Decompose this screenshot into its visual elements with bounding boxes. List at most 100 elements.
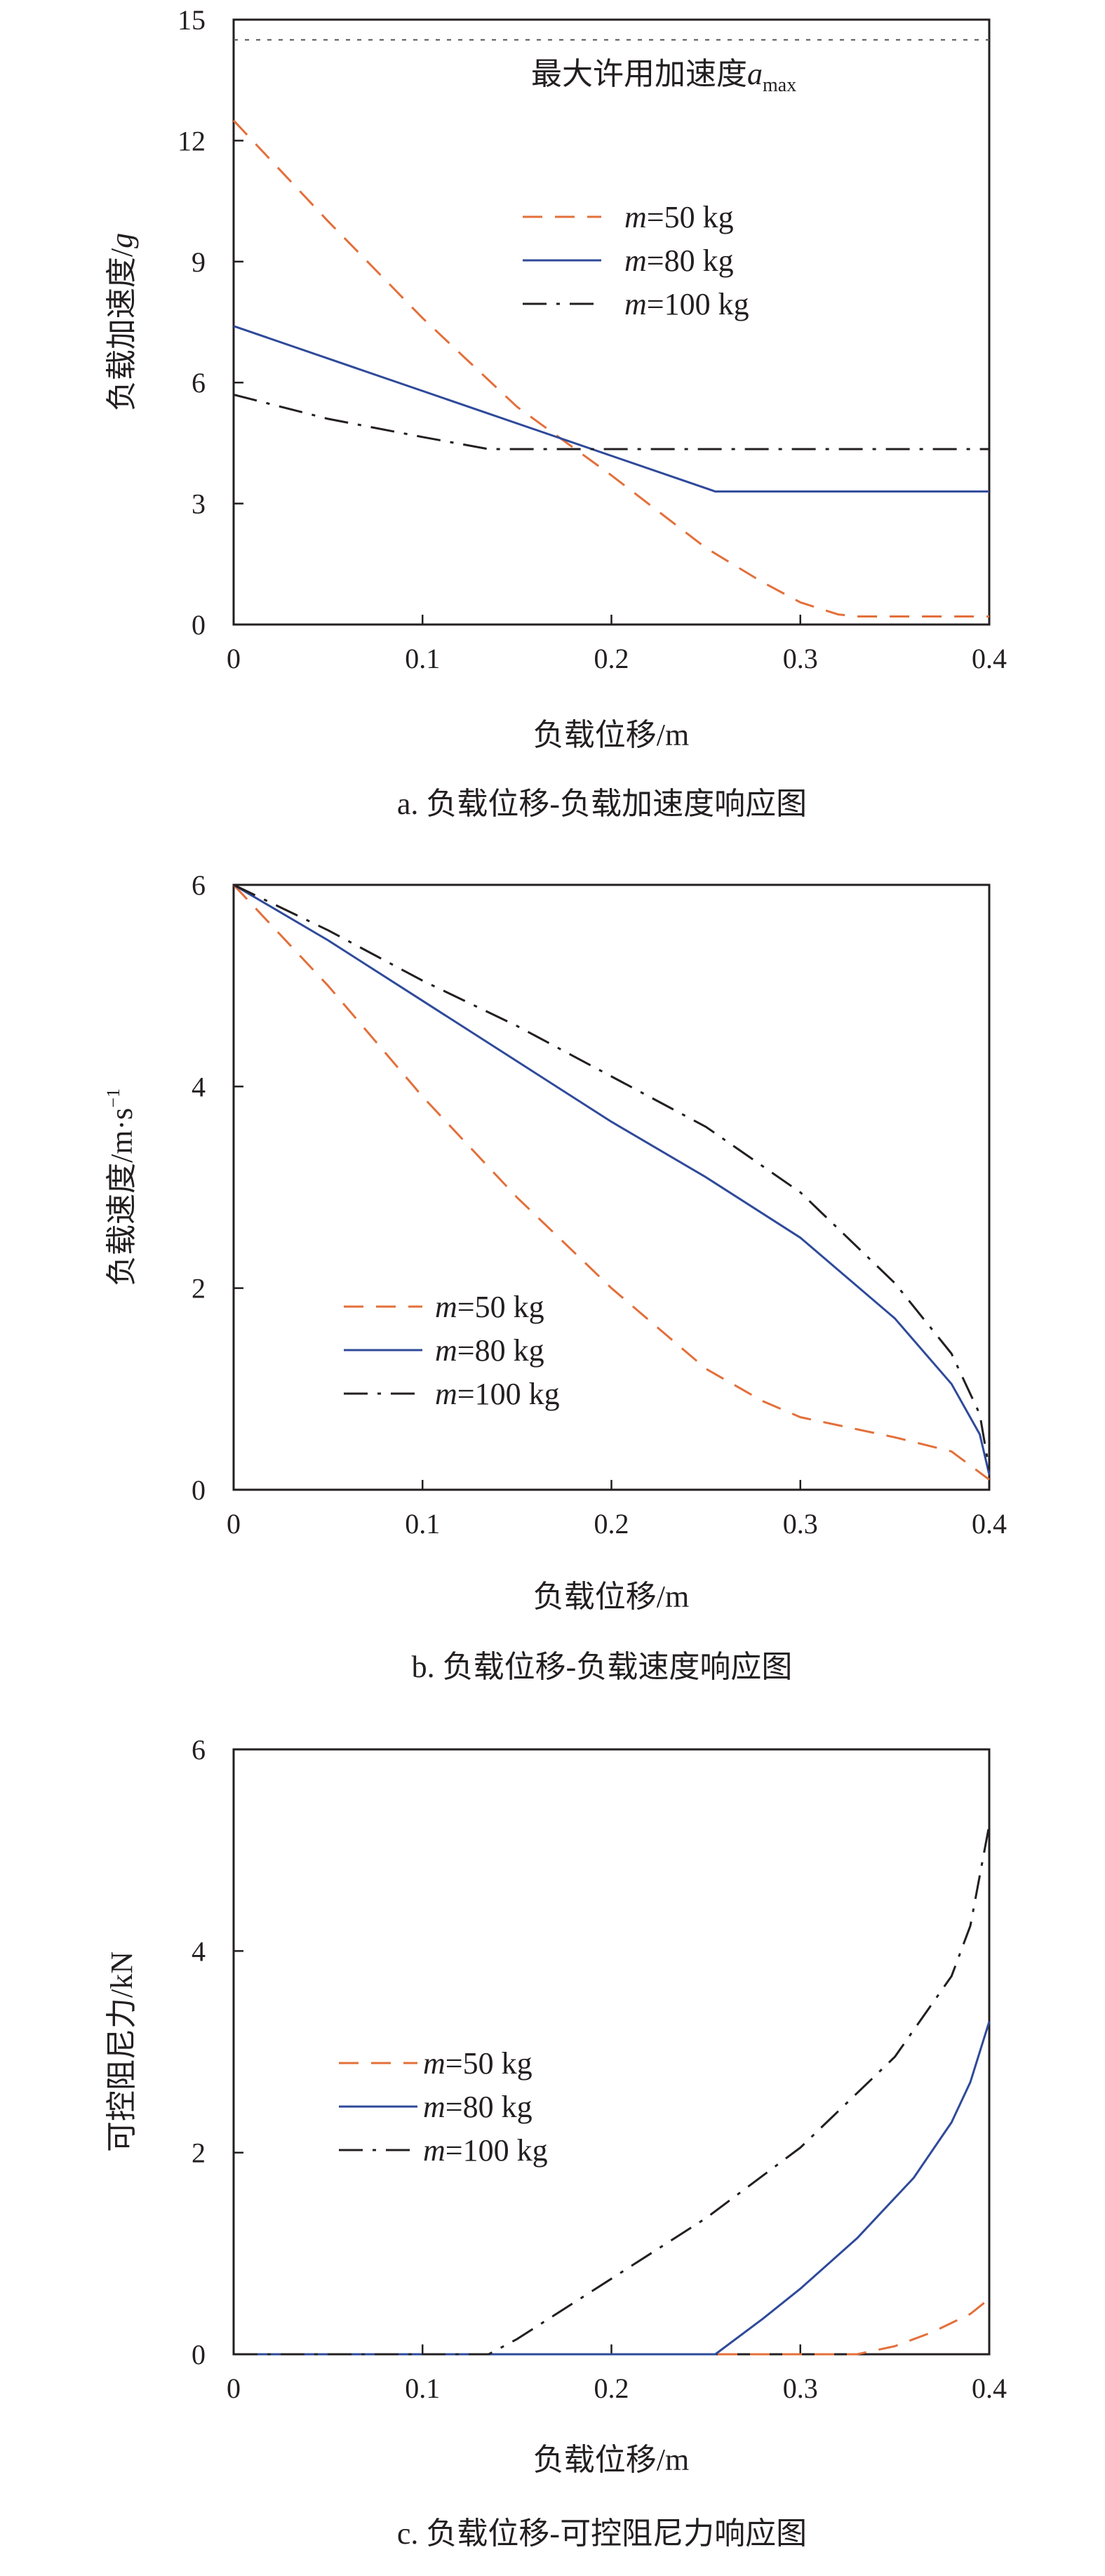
panel-b-legend-mass-value-1: =80 kg <box>457 1333 544 1368</box>
panel-b-ytick-label-2: 4 <box>192 1071 206 1102</box>
panel-a-series <box>232 119 989 618</box>
panel-b-series-line-2 <box>233 883 991 1470</box>
panel-c-legend-mass-symbol-2: m <box>423 2133 446 2168</box>
panel-c-legend: m=50 kgm=80 kgm=100 kg <box>339 2046 548 2168</box>
panel-a-xtick-label-0: 0 <box>227 643 241 674</box>
panel-c-legend-mass-value-0: =50 kg <box>446 2046 533 2081</box>
panel-b-plot-frame <box>232 883 991 1491</box>
panel-a-xlabel: 负载位移/m <box>533 718 689 752</box>
panel-c-series-line-0 <box>234 2297 990 2356</box>
panel-c-caption: c. 负载位移-可控阻尼力响应图 <box>397 2516 807 2551</box>
panel-b-legend-mass-symbol-1: m <box>435 1333 457 1368</box>
panel-a-amax-symbol: a <box>747 57 763 91</box>
panel-b-xtick-label-4: 0.4 <box>972 1508 1007 1540</box>
panel-a-ytick-label-1: 3 <box>192 488 206 520</box>
panel-b-legend-mass-symbol-2: m <box>435 1377 457 1411</box>
panel-b-legend-mass-value-0: =50 kg <box>457 1290 544 1324</box>
panel-b-caption: b. 负载位移-负载速度响应图 <box>412 1650 793 1684</box>
panel-a-annotation: 最大许用加速度amax <box>234 39 989 96</box>
panel-b-legend-mass-symbol-0: m <box>435 1290 457 1324</box>
panel-b-series-line-1 <box>233 883 991 1475</box>
panel-a-ytick-label-3: 9 <box>192 246 206 278</box>
panel-b-ytick-label-3: 6 <box>192 869 206 901</box>
panel-c-legend-mass-value-2: =100 kg <box>446 2133 548 2168</box>
panel-c-ytick-label-2: 4 <box>192 1935 206 1967</box>
panel-b-ylabel-sup: −1 <box>103 1088 123 1108</box>
panel-c-series-line-1 <box>234 2021 991 2356</box>
panel-a-series-line-0 <box>232 119 989 618</box>
panel-a-legend-mass-symbol-2: m <box>624 287 647 321</box>
panel-c-ylabel: 可控阻尼力/kN <box>105 1951 139 2152</box>
panel-c-legend-mass-symbol-1: m <box>423 2090 446 2124</box>
panel-c-xtick-label-3: 0.3 <box>783 2373 818 2404</box>
panel-c-xtick-label-1: 0.1 <box>405 2373 440 2404</box>
panel-a-ticks: 0 0.1 0.2 0.3 0.4 0 3 6 9 12 15 <box>178 4 1007 674</box>
panel-a-xtick-label-1: 0.1 <box>405 643 440 674</box>
panel-a-ylabel-main: 负载加速度/ <box>105 248 139 411</box>
panel-b-xtick-label-1: 0.1 <box>405 1508 440 1540</box>
panel-a-legend-label-2: m=100 kg <box>624 287 749 321</box>
panel-b-legend-label-2: m=100 kg <box>435 1377 560 1411</box>
panel-b-legend-mass-value-2: =100 kg <box>457 1377 560 1411</box>
panel-a-amax-label: 最大许用加速度amax <box>531 57 796 96</box>
panel-b-xlabel: 负载位移/m <box>533 1580 689 1614</box>
panel-b-xtick-label-2: 0.2 <box>594 1508 629 1540</box>
panel-c-series <box>234 1824 991 2356</box>
panel-c-legend-mass-symbol-0: m <box>423 2046 446 2081</box>
panel-a-legend-mass-symbol-0: m <box>624 200 647 234</box>
panel-a-legend-label-1: m=80 kg <box>624 243 734 278</box>
panel-a-caption: a. 负载位移-负载加速度响应图 <box>397 787 807 821</box>
panel-b-series-line-0 <box>232 883 990 1481</box>
panel-a-legend-mass-value-0: =50 kg <box>647 200 734 234</box>
panel-a-xtick-label-4: 0.4 <box>972 643 1007 674</box>
panel-c-ticks: 0 0.1 0.2 0.3 0.4 0 2 4 6 <box>192 1734 1007 2404</box>
panel-c-plot-frame <box>232 1748 991 2356</box>
panel-c-xtick-label-4: 0.4 <box>972 2373 1007 2404</box>
panel-c-legend-mass-value-1: =80 kg <box>446 2090 533 2124</box>
panel-a-legend: m=50 kgm=80 kgm=100 kg <box>523 200 749 321</box>
panel-a-series-line-2 <box>233 393 989 451</box>
panel-c-legend-label-0: m=50 kg <box>423 2046 533 2081</box>
panel-a-ylabel-unit: g <box>105 233 139 248</box>
panel-b-legend-label-0: m=50 kg <box>435 1290 544 1324</box>
panel-b-xtick-label-0: 0 <box>227 1508 241 1540</box>
panel-b-ylabel-main: 负载速度/m·s <box>105 1108 139 1286</box>
panel-a-amax-subscript: max <box>763 74 796 96</box>
panel-a-ytick-label-2: 6 <box>192 367 206 399</box>
panel-b-ytick-label-1: 2 <box>192 1273 206 1304</box>
panel-a-amax-text: 最大许用加速度 <box>531 57 747 91</box>
panel-c-xtick-label-0: 0 <box>227 2373 241 2404</box>
panel-a-xtick-label-2: 0.2 <box>594 643 629 674</box>
panel-a-ytick-label-5: 15 <box>178 4 206 36</box>
panel-b-ticks: 0 0.1 0.2 0.3 0.4 0 2 4 6 <box>192 869 1007 1540</box>
panel-c-legend-label-1: m=80 kg <box>423 2090 533 2124</box>
panel-c-series-line-2 <box>234 1824 991 2356</box>
panel-c-ytick-label-0: 0 <box>192 2339 206 2370</box>
panel-a-xtick-label-3: 0.3 <box>783 643 818 674</box>
panel-c-legend-label-2: m=100 kg <box>423 2133 548 2168</box>
panel-a-legend-mass-value-1: =80 kg <box>647 243 734 278</box>
panel-c-xlabel: 负载位移/m <box>533 2443 689 2477</box>
panel-b-ylabel: 负载速度/m·s−1 <box>103 1088 139 1286</box>
panel-a-legend-mass-value-2: =100 kg <box>647 287 749 321</box>
panel-c-ytick-label-3: 6 <box>192 1734 206 1766</box>
panel-b-legend-label-1: m=80 kg <box>435 1333 544 1368</box>
panel-a-ytick-label-4: 12 <box>178 125 206 156</box>
panel-a-legend-label-0: m=50 kg <box>624 200 734 234</box>
panel-b-legend: m=50 kgm=80 kgm=100 kg <box>344 1290 560 1411</box>
panel-a-ylabel: 负载加速度/g <box>105 233 139 411</box>
panel-b-series <box>232 883 991 1481</box>
panel-a-ytick-label-0: 0 <box>192 609 206 641</box>
panel-c-xtick-label-2: 0.2 <box>594 2373 629 2404</box>
panel-c-ytick-label-1: 2 <box>192 2137 206 2169</box>
panel-a-plot-frame <box>232 18 991 626</box>
panel-b-xtick-label-3: 0.3 <box>783 1508 818 1540</box>
panel-a-legend-mass-symbol-1: m <box>624 243 647 278</box>
panel-a-series-line-1 <box>233 325 989 493</box>
panel-b-ytick-label-0: 0 <box>192 1474 206 1506</box>
panel-c-ylabel-main: 可控阻尼力/kN <box>105 1951 139 2152</box>
